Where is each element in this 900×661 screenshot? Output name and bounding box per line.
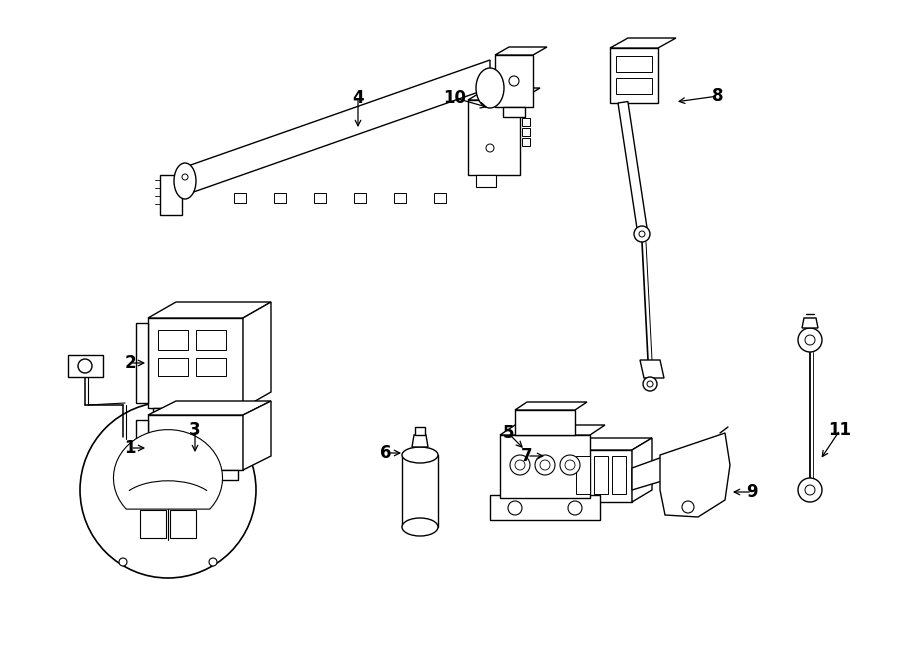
Circle shape	[78, 359, 92, 373]
Bar	[616, 56, 652, 72]
Polygon shape	[632, 450, 682, 490]
Polygon shape	[243, 302, 271, 408]
Polygon shape	[234, 193, 246, 203]
Text: 6: 6	[380, 444, 392, 462]
Polygon shape	[354, 193, 366, 203]
Polygon shape	[314, 193, 326, 203]
Circle shape	[798, 478, 822, 502]
Polygon shape	[148, 302, 271, 318]
Text: 11: 11	[829, 421, 851, 439]
Bar	[196, 358, 226, 376]
Text: 5: 5	[502, 424, 514, 442]
Polygon shape	[618, 102, 648, 235]
Polygon shape	[515, 410, 575, 435]
Polygon shape	[160, 175, 182, 215]
Polygon shape	[185, 60, 490, 195]
Circle shape	[568, 501, 582, 515]
Circle shape	[647, 381, 653, 387]
Bar	[158, 330, 188, 350]
Text: 3: 3	[189, 421, 201, 439]
Circle shape	[486, 144, 494, 152]
Polygon shape	[412, 435, 428, 447]
Circle shape	[805, 335, 815, 345]
Ellipse shape	[402, 518, 438, 536]
Polygon shape	[570, 438, 652, 450]
Polygon shape	[515, 402, 587, 410]
Circle shape	[560, 455, 580, 475]
Polygon shape	[274, 193, 286, 203]
Polygon shape	[113, 430, 222, 509]
Polygon shape	[148, 318, 243, 408]
Text: 7: 7	[521, 447, 533, 465]
Circle shape	[540, 460, 550, 470]
Bar	[158, 358, 188, 376]
Ellipse shape	[402, 447, 438, 463]
Polygon shape	[495, 47, 547, 55]
Polygon shape	[610, 38, 676, 48]
Polygon shape	[468, 100, 520, 175]
Text: 10: 10	[444, 89, 466, 107]
Text: 2: 2	[124, 354, 136, 372]
Bar	[522, 118, 530, 126]
Polygon shape	[148, 415, 243, 470]
Bar	[522, 138, 530, 146]
Circle shape	[643, 377, 657, 391]
Text: 1: 1	[124, 439, 136, 457]
Polygon shape	[660, 433, 730, 517]
Circle shape	[508, 501, 522, 515]
Polygon shape	[243, 401, 271, 470]
Polygon shape	[632, 438, 652, 502]
Text: 8: 8	[712, 87, 724, 105]
Polygon shape	[68, 355, 103, 377]
Polygon shape	[500, 425, 605, 435]
Polygon shape	[136, 323, 148, 403]
Polygon shape	[468, 88, 540, 100]
Circle shape	[510, 455, 530, 475]
Circle shape	[565, 460, 575, 470]
Polygon shape	[476, 175, 496, 187]
Bar	[196, 330, 226, 350]
Polygon shape	[136, 420, 148, 465]
Polygon shape	[640, 360, 664, 378]
Polygon shape	[415, 427, 425, 435]
Circle shape	[535, 455, 555, 475]
Bar	[170, 510, 196, 538]
Circle shape	[682, 501, 694, 513]
Bar	[522, 128, 530, 136]
Bar	[576, 456, 590, 494]
Polygon shape	[610, 48, 658, 103]
Bar	[616, 78, 652, 94]
Polygon shape	[402, 455, 438, 527]
Polygon shape	[148, 401, 271, 415]
Polygon shape	[490, 495, 600, 520]
Polygon shape	[153, 408, 238, 420]
Text: 4: 4	[352, 89, 364, 107]
Polygon shape	[802, 318, 818, 328]
Circle shape	[639, 231, 645, 237]
Ellipse shape	[174, 163, 196, 199]
Circle shape	[515, 460, 525, 470]
Circle shape	[798, 328, 822, 352]
Circle shape	[80, 402, 256, 578]
Polygon shape	[153, 470, 238, 480]
Circle shape	[209, 558, 217, 566]
Bar	[140, 510, 166, 538]
Circle shape	[634, 226, 650, 242]
Ellipse shape	[476, 68, 504, 108]
Polygon shape	[503, 107, 525, 117]
Circle shape	[119, 558, 127, 566]
Bar	[594, 456, 608, 494]
Circle shape	[509, 76, 519, 86]
Polygon shape	[434, 193, 446, 203]
Bar	[612, 456, 626, 494]
Polygon shape	[570, 450, 632, 502]
Polygon shape	[495, 55, 533, 107]
Text: 9: 9	[746, 483, 758, 501]
Polygon shape	[500, 435, 590, 498]
Circle shape	[182, 174, 188, 180]
Circle shape	[805, 485, 815, 495]
Polygon shape	[394, 193, 406, 203]
